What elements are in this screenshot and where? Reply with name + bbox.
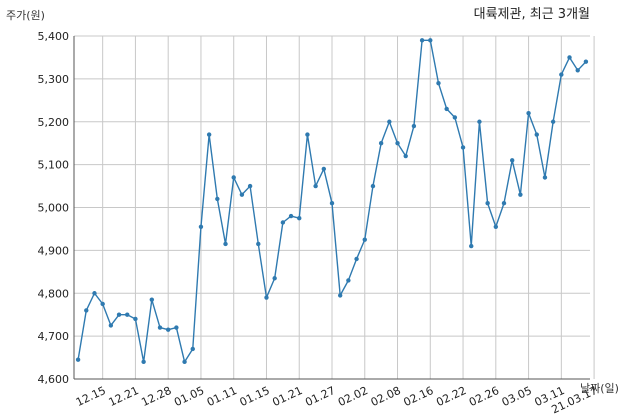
data-point xyxy=(165,327,171,332)
x-tick-label: 02.08 xyxy=(369,384,403,409)
y-tick-label: 4,700 xyxy=(38,330,70,343)
x-axis-tick-labels: 12.1512.2112.2801.0501.1101.1501.2101.27… xyxy=(74,384,599,416)
data-point xyxy=(387,119,392,124)
data-point xyxy=(411,123,417,129)
data-point xyxy=(223,241,228,247)
y-unit-label: 주가(원) xyxy=(6,9,45,22)
data-point xyxy=(264,295,269,300)
data-point xyxy=(444,106,449,112)
data-point xyxy=(239,192,245,197)
data-point xyxy=(190,346,195,352)
data-point xyxy=(567,55,572,60)
data-point xyxy=(403,153,408,159)
data-point xyxy=(477,119,482,124)
x-tick-label: 02.02 xyxy=(336,384,370,409)
data-point xyxy=(100,301,105,307)
data-point xyxy=(174,325,179,330)
data-point xyxy=(518,192,523,197)
y-tick-label: 5,300 xyxy=(38,73,70,86)
data-point xyxy=(305,132,310,137)
x-unit-label: 날짜(일) xyxy=(580,381,619,395)
x-tick-label: 02.16 xyxy=(402,384,436,409)
data-point xyxy=(198,224,204,229)
x-tick-label: 01.15 xyxy=(238,384,272,409)
data-point xyxy=(501,201,507,206)
y-tick-label: 5,200 xyxy=(38,116,70,129)
y-tick-label: 4,800 xyxy=(38,287,70,300)
price-points xyxy=(75,38,589,365)
x-tick-label: 01.11 xyxy=(205,384,239,409)
y-tick-label: 4,600 xyxy=(38,373,70,386)
data-point xyxy=(542,175,548,180)
data-point xyxy=(575,68,580,73)
data-point xyxy=(313,183,318,189)
data-point xyxy=(215,196,220,202)
data-point xyxy=(329,201,335,206)
data-point xyxy=(272,276,277,281)
data-point xyxy=(133,316,138,322)
data-point xyxy=(550,119,556,124)
data-point xyxy=(485,201,490,206)
data-point xyxy=(182,359,187,365)
data-point xyxy=(141,359,146,365)
x-tick-label: 01.27 xyxy=(303,384,337,409)
data-point xyxy=(469,243,474,249)
data-point xyxy=(583,59,589,64)
y-tick-label: 4,900 xyxy=(38,244,70,257)
data-point xyxy=(116,312,122,317)
data-point xyxy=(526,110,531,116)
data-point xyxy=(149,297,155,302)
data-point xyxy=(297,216,302,221)
x-tick-label: 02.22 xyxy=(434,384,468,409)
data-point xyxy=(460,145,466,150)
vertical-gridlines xyxy=(102,36,595,379)
data-point xyxy=(108,323,114,328)
data-point xyxy=(84,308,89,313)
data-point xyxy=(509,158,515,163)
x-tick-label: 12.21 xyxy=(107,384,141,409)
data-point xyxy=(247,183,253,189)
data-point xyxy=(452,115,458,120)
data-point xyxy=(280,220,286,225)
data-point xyxy=(419,38,425,43)
data-point xyxy=(354,256,359,262)
data-point xyxy=(378,140,384,146)
x-tick-label: 12.15 xyxy=(74,384,108,409)
data-point xyxy=(346,278,351,283)
data-point xyxy=(436,80,441,86)
y-tick-label: 5,400 xyxy=(38,30,70,43)
x-tick-label: 01.05 xyxy=(172,384,206,409)
axes xyxy=(73,36,590,380)
data-point xyxy=(321,166,327,172)
data-point xyxy=(337,293,343,298)
y-tick-label: 5,100 xyxy=(38,159,70,172)
x-tick-label: 01.21 xyxy=(270,384,304,409)
x-tick-label: 03.05 xyxy=(500,384,534,409)
data-point xyxy=(157,325,163,330)
data-point xyxy=(370,183,376,189)
data-point xyxy=(75,357,81,362)
data-point xyxy=(362,237,367,242)
chart-title: 대륙제관, 최근 3개월 xyxy=(474,7,590,22)
data-point xyxy=(92,291,97,296)
data-point xyxy=(395,140,400,146)
x-tick-label: 12.28 xyxy=(139,384,173,409)
data-point xyxy=(288,213,294,219)
x-tick-label: 02.26 xyxy=(467,384,501,409)
data-point xyxy=(256,241,261,247)
data-point xyxy=(125,312,130,317)
data-point xyxy=(206,132,212,137)
data-point xyxy=(231,175,236,180)
y-tick-label: 5,000 xyxy=(38,202,70,215)
data-point xyxy=(559,72,564,77)
data-point xyxy=(493,224,499,229)
data-point xyxy=(428,38,433,43)
data-point xyxy=(534,132,539,137)
y-axis-tick-labels: 4,600 4,700 4,800 4,900 5,000 5,100 5,200 5,300… xyxy=(38,30,70,386)
